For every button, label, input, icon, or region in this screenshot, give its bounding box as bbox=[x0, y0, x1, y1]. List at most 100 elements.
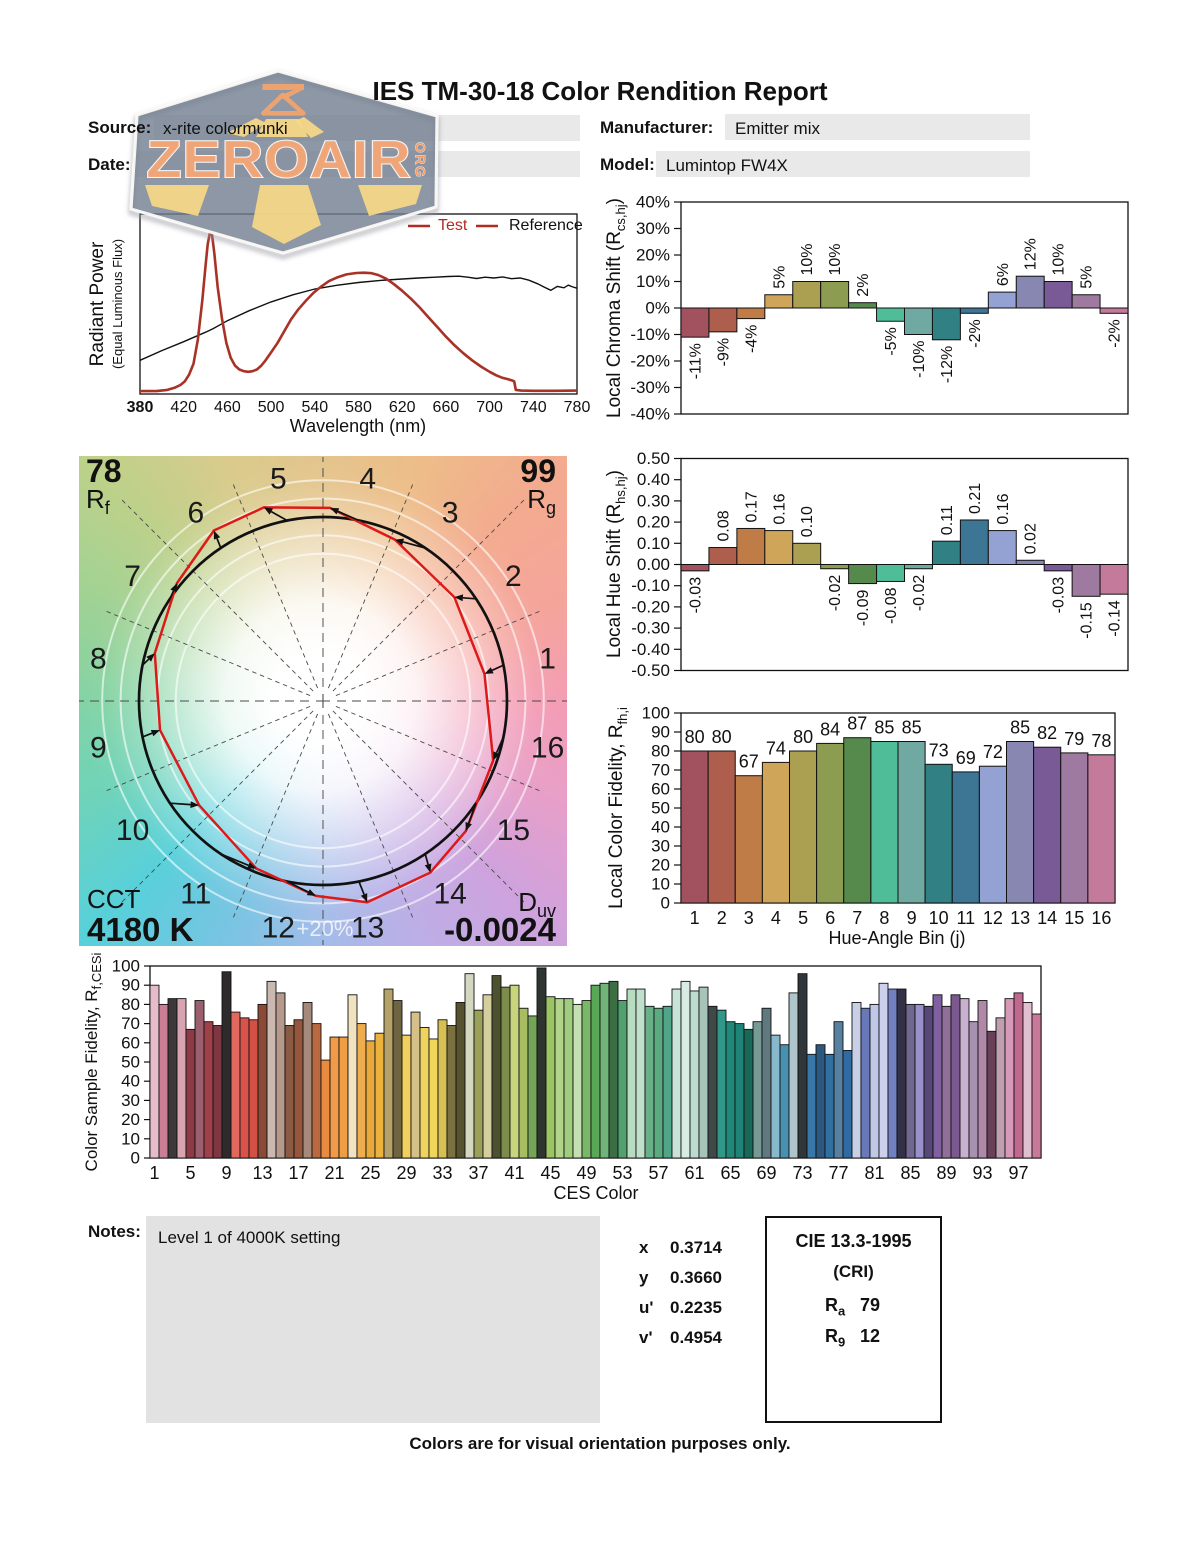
svg-text:0: 0 bbox=[131, 1149, 140, 1168]
svg-text:-0.02: -0.02 bbox=[827, 575, 844, 612]
svg-text:30%: 30% bbox=[636, 219, 670, 238]
svg-text:ORG: ORG bbox=[413, 142, 429, 178]
svg-text:1: 1 bbox=[539, 642, 556, 675]
svg-text:8: 8 bbox=[90, 642, 107, 675]
svg-text:Local Chroma Shift (Rcs,hj): Local Chroma Shift (Rcs,hj) bbox=[604, 198, 628, 418]
svg-text:80: 80 bbox=[712, 727, 732, 747]
svg-text:20: 20 bbox=[121, 1110, 140, 1129]
svg-text:Rg: Rg bbox=[527, 484, 556, 518]
svg-text:0.20: 0.20 bbox=[637, 513, 670, 532]
svg-text:-0.03: -0.03 bbox=[1051, 577, 1068, 614]
svg-text:10%: 10% bbox=[1051, 243, 1068, 275]
svg-text:50: 50 bbox=[121, 1053, 140, 1072]
svg-text:0.40: 0.40 bbox=[637, 470, 670, 489]
svg-text:65: 65 bbox=[720, 1163, 740, 1183]
svg-text:1: 1 bbox=[690, 908, 700, 928]
svg-text:+20%: +20% bbox=[297, 916, 354, 941]
svg-text:CCT: CCT bbox=[87, 884, 141, 914]
svg-text:61: 61 bbox=[684, 1163, 704, 1183]
svg-text:9: 9 bbox=[221, 1163, 231, 1183]
svg-text:74: 74 bbox=[766, 738, 786, 758]
svg-text:500: 500 bbox=[258, 399, 285, 416]
svg-text:0.10: 0.10 bbox=[637, 534, 670, 553]
svg-text:70: 70 bbox=[121, 1014, 140, 1033]
svg-text:14: 14 bbox=[1037, 908, 1057, 928]
svg-text:Rf: Rf bbox=[86, 484, 111, 518]
svg-text:10: 10 bbox=[929, 908, 949, 928]
svg-text:9: 9 bbox=[90, 732, 107, 765]
svg-text:-0.50: -0.50 bbox=[631, 661, 670, 680]
svg-text:-2%: -2% bbox=[1107, 319, 1124, 347]
svg-text:-0.14: -0.14 bbox=[1107, 600, 1124, 637]
svg-text:10%: 10% bbox=[799, 243, 816, 275]
svg-text:100: 100 bbox=[642, 704, 670, 723]
svg-text:0.30: 0.30 bbox=[637, 491, 670, 510]
svg-text:15: 15 bbox=[1064, 908, 1084, 928]
svg-text:13: 13 bbox=[252, 1163, 272, 1183]
svg-text:45: 45 bbox=[540, 1163, 560, 1183]
svg-text:80: 80 bbox=[793, 727, 813, 747]
svg-text:5: 5 bbox=[270, 462, 287, 495]
svg-text:0.00: 0.00 bbox=[637, 555, 670, 574]
svg-text:8: 8 bbox=[879, 908, 889, 928]
svg-text:4: 4 bbox=[359, 462, 376, 495]
svg-text:5%: 5% bbox=[1079, 266, 1096, 289]
svg-text:620: 620 bbox=[389, 399, 416, 416]
svg-text:-0.09: -0.09 bbox=[855, 589, 872, 626]
svg-text:37: 37 bbox=[468, 1163, 488, 1183]
svg-text:60: 60 bbox=[651, 780, 670, 799]
svg-text:Local Hue Shift (Rhs,hj): Local Hue Shift (Rhs,hj) bbox=[604, 470, 628, 658]
svg-text:100: 100 bbox=[112, 957, 140, 976]
svg-text:0.10: 0.10 bbox=[799, 506, 816, 537]
svg-text:380: 380 bbox=[127, 399, 154, 416]
svg-text:13: 13 bbox=[1010, 908, 1030, 928]
svg-text:-10%: -10% bbox=[911, 341, 928, 378]
svg-text:6: 6 bbox=[825, 908, 835, 928]
svg-text:3: 3 bbox=[442, 497, 459, 530]
svg-text:780: 780 bbox=[564, 399, 591, 416]
svg-text:6: 6 bbox=[187, 497, 204, 530]
svg-text:90: 90 bbox=[651, 723, 670, 742]
svg-text:9: 9 bbox=[907, 908, 917, 928]
svg-text:740: 740 bbox=[520, 399, 547, 416]
svg-text:97: 97 bbox=[1008, 1163, 1028, 1183]
svg-text:70: 70 bbox=[651, 761, 670, 780]
svg-text:10: 10 bbox=[121, 1129, 140, 1148]
svg-text:69: 69 bbox=[956, 748, 976, 768]
svg-text:-20%: -20% bbox=[630, 352, 670, 371]
svg-text:13: 13 bbox=[351, 912, 384, 945]
svg-text:0.08: 0.08 bbox=[715, 510, 732, 541]
svg-text:2: 2 bbox=[505, 560, 522, 593]
svg-text:0.50: 0.50 bbox=[637, 449, 670, 468]
svg-text:12%: 12% bbox=[1023, 238, 1040, 270]
svg-text:Hue-Angle Bin (j): Hue-Angle Bin (j) bbox=[828, 928, 965, 948]
svg-text:0.11: 0.11 bbox=[939, 505, 956, 535]
svg-text:85: 85 bbox=[900, 1163, 920, 1183]
svg-text:10: 10 bbox=[116, 814, 149, 847]
svg-text:85: 85 bbox=[1010, 718, 1030, 738]
svg-text:20%: 20% bbox=[636, 246, 670, 265]
svg-text:7: 7 bbox=[852, 908, 862, 928]
svg-text:49: 49 bbox=[576, 1163, 596, 1183]
svg-text:69: 69 bbox=[756, 1163, 776, 1183]
svg-text:79: 79 bbox=[1064, 729, 1084, 749]
svg-text:67: 67 bbox=[739, 752, 759, 772]
svg-text:84: 84 bbox=[820, 719, 840, 739]
svg-text:420: 420 bbox=[170, 399, 197, 416]
svg-text:10: 10 bbox=[651, 875, 670, 894]
svg-text:3: 3 bbox=[744, 908, 754, 928]
svg-text:1: 1 bbox=[149, 1163, 159, 1183]
svg-text:-0.0024: -0.0024 bbox=[444, 911, 557, 948]
svg-text:460: 460 bbox=[214, 399, 241, 416]
svg-text:30: 30 bbox=[651, 837, 670, 856]
svg-text:0.16: 0.16 bbox=[771, 493, 788, 524]
svg-text:0.02: 0.02 bbox=[1023, 523, 1040, 554]
svg-text:-5%: -5% bbox=[883, 327, 900, 355]
svg-text:73: 73 bbox=[929, 740, 949, 760]
svg-text:10%: 10% bbox=[636, 272, 670, 291]
svg-text:-0.10: -0.10 bbox=[631, 576, 670, 595]
svg-text:-2%: -2% bbox=[967, 319, 984, 347]
svg-text:0.21: 0.21 bbox=[967, 483, 984, 514]
svg-text:4: 4 bbox=[771, 908, 781, 928]
svg-text:580: 580 bbox=[345, 399, 372, 416]
